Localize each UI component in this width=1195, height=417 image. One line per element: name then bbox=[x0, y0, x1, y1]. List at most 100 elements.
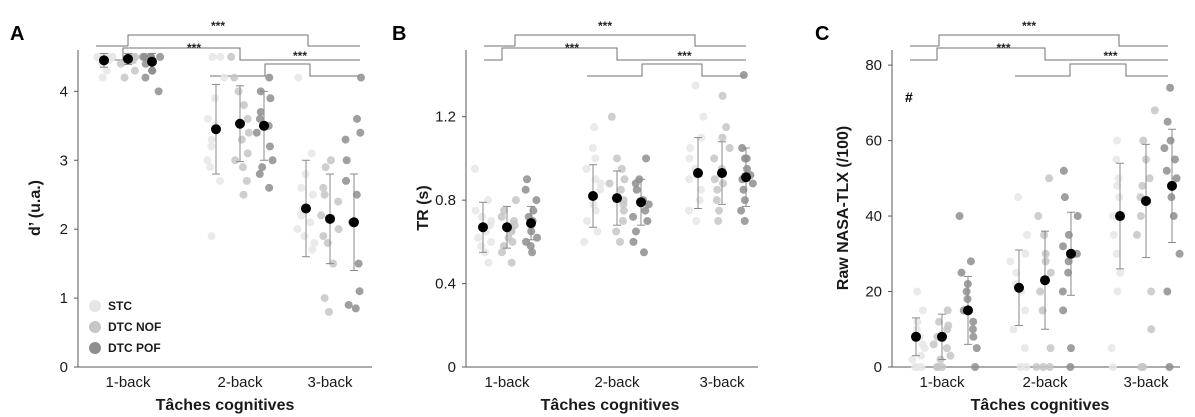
panel-b-point-dtc-pof bbox=[631, 179, 640, 188]
panel-a-sig-low: *** bbox=[293, 49, 307, 63]
panel-a-point-stc bbox=[308, 245, 317, 254]
panel-c-point-dtc-nof bbox=[1034, 212, 1043, 221]
panel-b-point-dtc-pof bbox=[641, 206, 650, 215]
panel-a-ytick-label: 1 bbox=[60, 290, 68, 307]
panel-a-point-dtc-pof bbox=[351, 304, 360, 313]
panel-c-point-dtc-pof bbox=[969, 317, 978, 326]
panel-c-mean-marker bbox=[937, 331, 947, 342]
panel-c-point-stc bbox=[1115, 193, 1124, 202]
panel-a-point-dtc-pof bbox=[352, 114, 361, 123]
panel-b-point-stc bbox=[486, 221, 495, 230]
panel-a-point-dtc-pof bbox=[148, 66, 157, 75]
panel-a-point-dtc-nof bbox=[234, 87, 243, 96]
panel-a-point-dtc-pof bbox=[265, 183, 274, 192]
panel-a-point-stc bbox=[203, 156, 212, 165]
panel-c-mean-marker bbox=[1115, 211, 1125, 222]
panel-c-point-stc bbox=[918, 340, 927, 349]
panel-a-xtick-label: 3-back bbox=[307, 374, 353, 391]
panel-a-point-dtc-pof bbox=[139, 52, 148, 61]
panel-b-point-dtc-nof bbox=[713, 185, 722, 194]
panel-b-point-dtc-nof bbox=[619, 206, 628, 215]
panel-b-point-dtc-nof bbox=[618, 217, 627, 226]
panel-b-xtick-label: 2-back bbox=[594, 374, 640, 391]
panel-a-ytick-label: 0 bbox=[60, 359, 68, 376]
panel-a-point-stc bbox=[297, 211, 306, 220]
panel-b-point-dtc-pof bbox=[521, 185, 530, 194]
panel-c-point-dtc-pof bbox=[1064, 230, 1073, 239]
panel-a-point-dtc-nof bbox=[243, 149, 252, 158]
panel-b-point-dtc-pof bbox=[737, 206, 746, 215]
panel-c-point-dtc-pof bbox=[1059, 306, 1068, 315]
panel-c-point-dtc-pof bbox=[1163, 287, 1172, 296]
panel-a-ylabel: d’ (u.a.) bbox=[27, 180, 44, 236]
panel-c-point-stc bbox=[1112, 249, 1121, 258]
panel-b-point-stc bbox=[583, 217, 592, 226]
panel-c-point-dtc-pof bbox=[1166, 83, 1175, 92]
panel-c-point-stc bbox=[1107, 344, 1116, 353]
panel-a-point-dtc-pof bbox=[265, 142, 274, 151]
panel-c-point-dtc-pof bbox=[972, 344, 981, 353]
panel-b-bracket-top bbox=[484, 34, 746, 47]
legend-swatch-dtc-nof bbox=[89, 321, 101, 333]
panel-a-point-dtc-pof bbox=[256, 108, 265, 117]
panel-a-point-stc bbox=[108, 52, 117, 61]
panel-b-point-stc bbox=[590, 123, 599, 132]
panel-b-point-dtc-nof bbox=[605, 179, 614, 188]
panel-c-point-dtc-pof bbox=[962, 287, 971, 296]
panel-a-point-stc bbox=[293, 225, 302, 234]
panel-b-point-dtc-pof bbox=[742, 154, 751, 163]
panel-a-mean-marker bbox=[235, 118, 245, 129]
panel-b-point-stc bbox=[582, 164, 591, 173]
panel-a-ytick-label: 2 bbox=[60, 221, 68, 238]
panel-b-point-stc bbox=[695, 196, 704, 205]
panel-c-point-dtc-nof bbox=[1032, 363, 1041, 371]
panel-c-point-stc bbox=[1116, 268, 1125, 277]
panel-b-bracket-low bbox=[587, 63, 746, 77]
panel-b-xtick-label: 3-back bbox=[699, 374, 745, 391]
panel-b-point-dtc-nof bbox=[620, 175, 629, 184]
panel-c-point-stc bbox=[1014, 193, 1023, 202]
panel-b-point-dtc-nof bbox=[615, 237, 624, 246]
panel-c-mean-marker bbox=[1014, 282, 1024, 293]
panel-c-point-dtc-pof bbox=[1060, 193, 1069, 202]
panel-a-point-dtc-pof bbox=[354, 259, 363, 268]
panel-a-point-stc bbox=[307, 149, 316, 158]
panel-c-point-dtc-pof bbox=[1067, 344, 1076, 353]
panel-b-point-dtc-nof bbox=[710, 175, 719, 184]
panel-a-point-dtc-pof bbox=[344, 300, 353, 309]
panel-a-point-dtc-nof bbox=[230, 73, 239, 82]
panel-a-bracket-low bbox=[210, 63, 360, 77]
panel-c-point-dtc-pof bbox=[969, 332, 978, 341]
panel-c-ytick-label: 40 bbox=[865, 208, 882, 225]
panel-a-point-dtc-nof bbox=[227, 52, 236, 61]
panel-c-point-stc bbox=[1020, 344, 1029, 353]
panel-a-point-stc bbox=[207, 142, 216, 151]
panel-c-mean-marker bbox=[911, 331, 921, 342]
panel-a-point-dtc-pof bbox=[255, 114, 264, 123]
panel-c-point-dtc-nof bbox=[1147, 287, 1156, 296]
panel-c-point-dtc-pof bbox=[1059, 166, 1068, 175]
panel-c-point-dtc-nof bbox=[1041, 257, 1050, 266]
panel-b-point-dtc-pof bbox=[639, 248, 648, 257]
panel-c-point-dtc-pof bbox=[1058, 287, 1067, 296]
panel-c-point-stc bbox=[1021, 249, 1030, 258]
panel-b-ytick-label: 0 bbox=[448, 359, 456, 376]
panel-c-point-stc bbox=[1112, 155, 1121, 164]
panel-c-ytick-label: 0 bbox=[874, 359, 882, 376]
panel-c-sig-top: *** bbox=[1022, 19, 1036, 33]
panel-a-point-dtc-nof bbox=[116, 59, 125, 68]
panel-a-ytick-label: 3 bbox=[60, 152, 68, 169]
panel-b-ytick-label: 0.4 bbox=[435, 276, 456, 293]
panel-b-mean-marker bbox=[478, 222, 488, 233]
panel-c-point-dtc-pof bbox=[1073, 212, 1082, 221]
panel-c-point-stc bbox=[916, 351, 925, 360]
legend-label: DTC NOF bbox=[108, 320, 161, 334]
panel-b-mean-marker bbox=[717, 168, 727, 179]
panel-a-point-dtc-nof bbox=[323, 238, 332, 247]
panel-a-point-dtc-pof bbox=[355, 287, 364, 296]
panel-c-point-stc bbox=[1023, 230, 1032, 239]
panel-b-point-dtc-pof bbox=[523, 175, 532, 184]
panel-a-point-dtc-nof bbox=[324, 307, 333, 316]
panel-a-point-stc bbox=[207, 135, 216, 144]
panel-c-point-dtc-pof bbox=[1160, 144, 1169, 153]
